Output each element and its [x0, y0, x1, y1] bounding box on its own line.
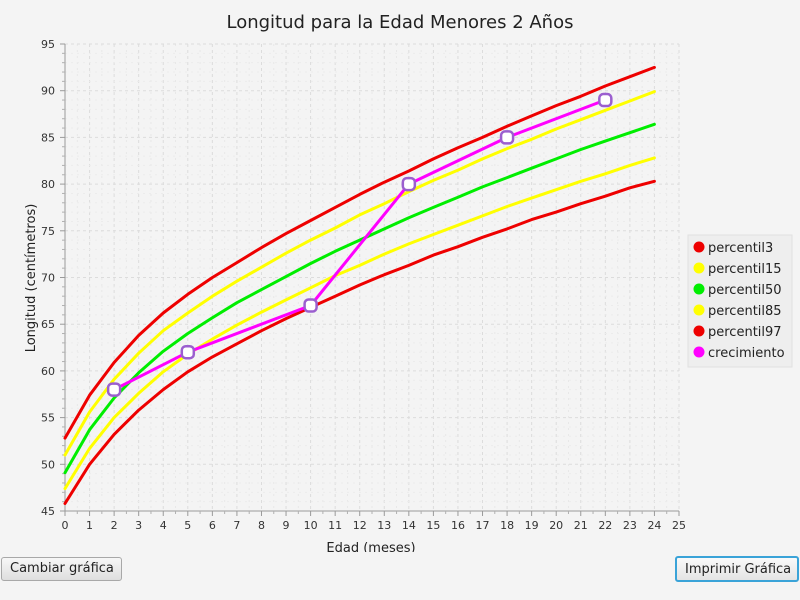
series-crecimiento [106, 92, 613, 397]
x-tick-label: 1 [86, 519, 93, 532]
data-point-crecimiento [106, 382, 122, 397]
x-tick-label: 10 [304, 519, 318, 532]
y-tick-label: 80 [41, 178, 55, 191]
y-tick-label: 65 [41, 318, 55, 331]
legend: percentil3 percentil15 percentil50 percenti… [687, 234, 793, 368]
x-tick-label: 15 [426, 519, 440, 532]
x-tick-label: 9 [283, 519, 290, 532]
y-tick-label: 70 [41, 272, 55, 285]
y-tick-label: 75 [41, 225, 55, 238]
data-point-crecimiento [401, 176, 417, 192]
series-line-percentil50 [63, 122, 656, 475]
x-tick-label: 19 [525, 519, 539, 532]
series-line-percentil15 [63, 156, 656, 491]
y-tick-label: 45 [41, 505, 55, 518]
data-point-crecimiento [180, 344, 196, 360]
legend-swatch-percentil50 [693, 283, 705, 295]
x-tick-label: 24 [647, 519, 661, 532]
legend-label-crecimiento: crecimiento [708, 346, 785, 361]
series-percentil3 [63, 179, 656, 505]
y-tick-label: 90 [41, 85, 55, 98]
x-tick-label: 21 [574, 519, 588, 532]
series-line-percentil97 [63, 65, 656, 440]
legend-swatch-percentil85 [693, 304, 705, 316]
series-line-percentil85 [63, 90, 656, 457]
x-tick-label: 23 [623, 519, 637, 532]
series-percentil15 [63, 156, 656, 491]
x-tick-label: 2 [111, 519, 118, 532]
y-tick-label: 95 [41, 38, 55, 51]
legend-label-percentil50: percentil50 [708, 283, 782, 298]
series-area [63, 65, 656, 505]
series-percentil50 [63, 122, 656, 475]
x-tick-label: 17 [476, 519, 490, 532]
legend-label-percentil85: percentil85 [708, 304, 782, 319]
legend-label-percentil3: percentil3 [708, 241, 773, 256]
x-axis-label: Edad (meses) [326, 541, 415, 552]
data-point-crecimiento [499, 130, 515, 145]
x-tick-label: 4 [160, 519, 167, 532]
change-chart-button[interactable]: Cambiar gráfica [1, 557, 122, 581]
series-percentil97 [63, 65, 656, 440]
data-point-crecimiento [598, 92, 613, 108]
x-tick-label: 13 [377, 519, 391, 532]
y-axis-label: Longitud (centímetros) [24, 204, 39, 353]
data-point-crecimiento [303, 298, 318, 313]
y-tick-label: 50 [41, 458, 55, 471]
y-tick-label: 60 [41, 365, 55, 378]
x-tick-label: 7 [233, 519, 240, 532]
y-tick-label: 85 [41, 131, 55, 144]
x-tick-label: 0 [62, 519, 69, 532]
axes: 0 1 2 3 4 5 6 7 8 9 10 11 12 13 14 15 16 17 18 19 20 21 22 23 24… [41, 38, 686, 532]
y-tick-label: 55 [41, 412, 55, 425]
legend-swatch-percentil15 [693, 262, 705, 274]
print-chart-button[interactable]: Imprimir Gráfica [675, 556, 799, 582]
x-tick-label: 8 [258, 519, 265, 532]
legend-swatch-percentil3 [693, 241, 705, 253]
legend-label-percentil15: percentil15 [708, 262, 782, 277]
x-tick-label: 5 [184, 519, 191, 532]
x-tick-label: 25 [672, 519, 686, 532]
chart-title: Longitud para la Edad Menores 2 Años [226, 12, 573, 33]
x-tick-label: 16 [451, 519, 465, 532]
x-tick-label: 18 [500, 519, 514, 532]
series-line-percentil3 [63, 179, 656, 505]
legend-swatch-crecimiento [693, 346, 705, 358]
x-tick-label: 6 [209, 519, 216, 532]
legend-box [687, 234, 793, 368]
x-tick-label: 14 [402, 519, 416, 532]
x-tick-label: 12 [353, 519, 367, 532]
x-tick-label: 22 [598, 519, 612, 532]
series-line-crecimiento [112, 98, 607, 392]
legend-swatch-percentil97 [693, 325, 705, 337]
series-percentil85 [63, 90, 656, 457]
x-tick-label: 11 [328, 519, 342, 532]
x-tick-label: 3 [135, 519, 142, 532]
legend-label-percentil97: percentil97 [708, 325, 782, 340]
x-tick-label: 20 [549, 519, 563, 532]
